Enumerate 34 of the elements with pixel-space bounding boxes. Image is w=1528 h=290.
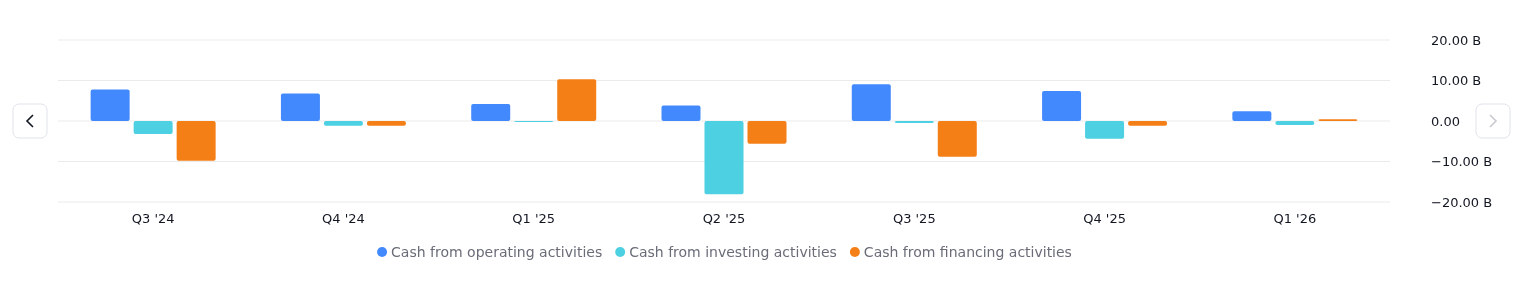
x-tick-label: Q1 '26 bbox=[1273, 211, 1317, 227]
bar bbox=[366, 121, 406, 126]
y-tick-label: 10.00 B bbox=[1431, 73, 1482, 89]
y-tick-label: 20.00 B bbox=[1431, 32, 1482, 48]
y-tick-label: 0.00 bbox=[1431, 113, 1460, 129]
bar bbox=[937, 121, 977, 157]
bar bbox=[1085, 121, 1125, 139]
bar bbox=[1042, 91, 1082, 121]
x-tick-label: Q4 '24 bbox=[322, 211, 365, 227]
bar bbox=[133, 121, 173, 134]
bar bbox=[747, 121, 787, 144]
y-tick-label: −20.00 B bbox=[1431, 194, 1493, 210]
x-tick-label: Q4 '25 bbox=[1083, 211, 1126, 227]
bar bbox=[704, 121, 744, 195]
bar bbox=[90, 89, 130, 121]
bar bbox=[661, 105, 701, 121]
bar bbox=[1232, 111, 1272, 121]
bar bbox=[280, 93, 320, 121]
legend-label: Cash from financing activities bbox=[863, 244, 1072, 260]
y-tick-label: −10.00 B bbox=[1431, 154, 1493, 170]
x-tick-label: Q3 '25 bbox=[892, 211, 936, 227]
bar bbox=[894, 121, 934, 124]
legend-label: Cash from operating activities bbox=[391, 244, 603, 260]
bar bbox=[1275, 121, 1315, 126]
bar bbox=[557, 79, 597, 121]
x-tick-label: Q2 '25 bbox=[702, 211, 746, 227]
bar bbox=[1128, 121, 1168, 126]
legend-label: Cash from investing activities bbox=[629, 244, 837, 260]
x-tick-label: Q1 '25 bbox=[512, 211, 556, 227]
bar bbox=[471, 103, 511, 121]
x-tick-label: Q3 '24 bbox=[131, 211, 175, 227]
bar bbox=[323, 121, 363, 126]
bar bbox=[851, 84, 891, 121]
bar bbox=[176, 121, 216, 161]
